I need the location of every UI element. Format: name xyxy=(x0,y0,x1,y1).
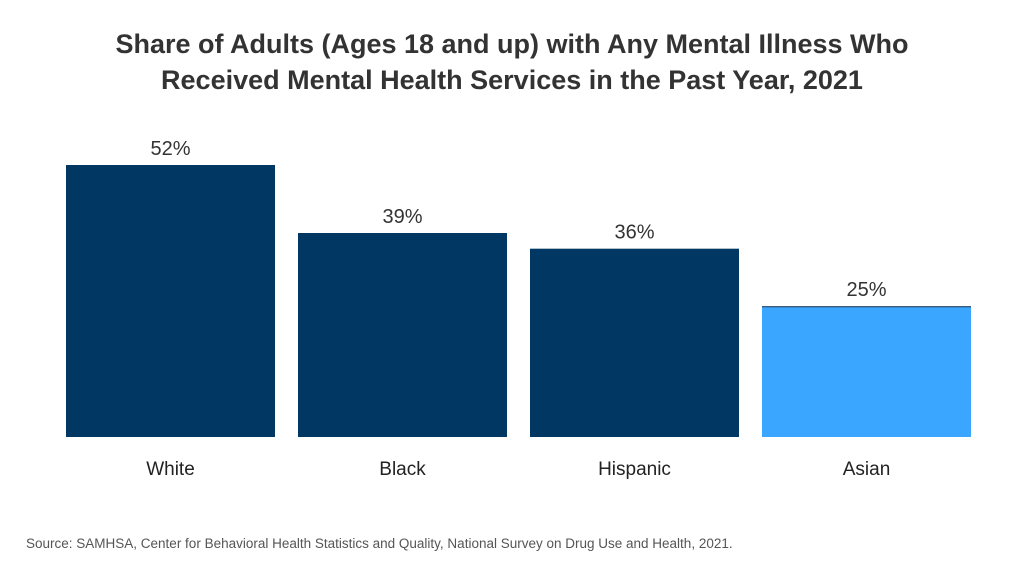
data-label: 25% xyxy=(846,279,886,301)
category-label: White xyxy=(146,459,195,480)
data-label: 39% xyxy=(382,206,422,228)
data-label: 52% xyxy=(150,138,190,160)
title-line-2: Received Mental Health Services in the P… xyxy=(161,65,863,95)
chart-title: Share of Adults (Ages 18 and up) with An… xyxy=(0,26,1024,98)
category-label: Asian xyxy=(843,459,891,480)
bar-hispanic xyxy=(530,248,739,437)
category-label: Black xyxy=(379,459,426,480)
bar-white xyxy=(66,165,275,437)
category-label: Hispanic xyxy=(598,459,671,480)
bar-black xyxy=(298,233,507,437)
title-line-1: Share of Adults (Ages 18 and up) with An… xyxy=(115,29,909,59)
source-note: Source: SAMHSA, Center for Behavioral He… xyxy=(26,536,733,551)
bar-asian xyxy=(762,306,971,437)
data-label: 36% xyxy=(614,222,654,244)
